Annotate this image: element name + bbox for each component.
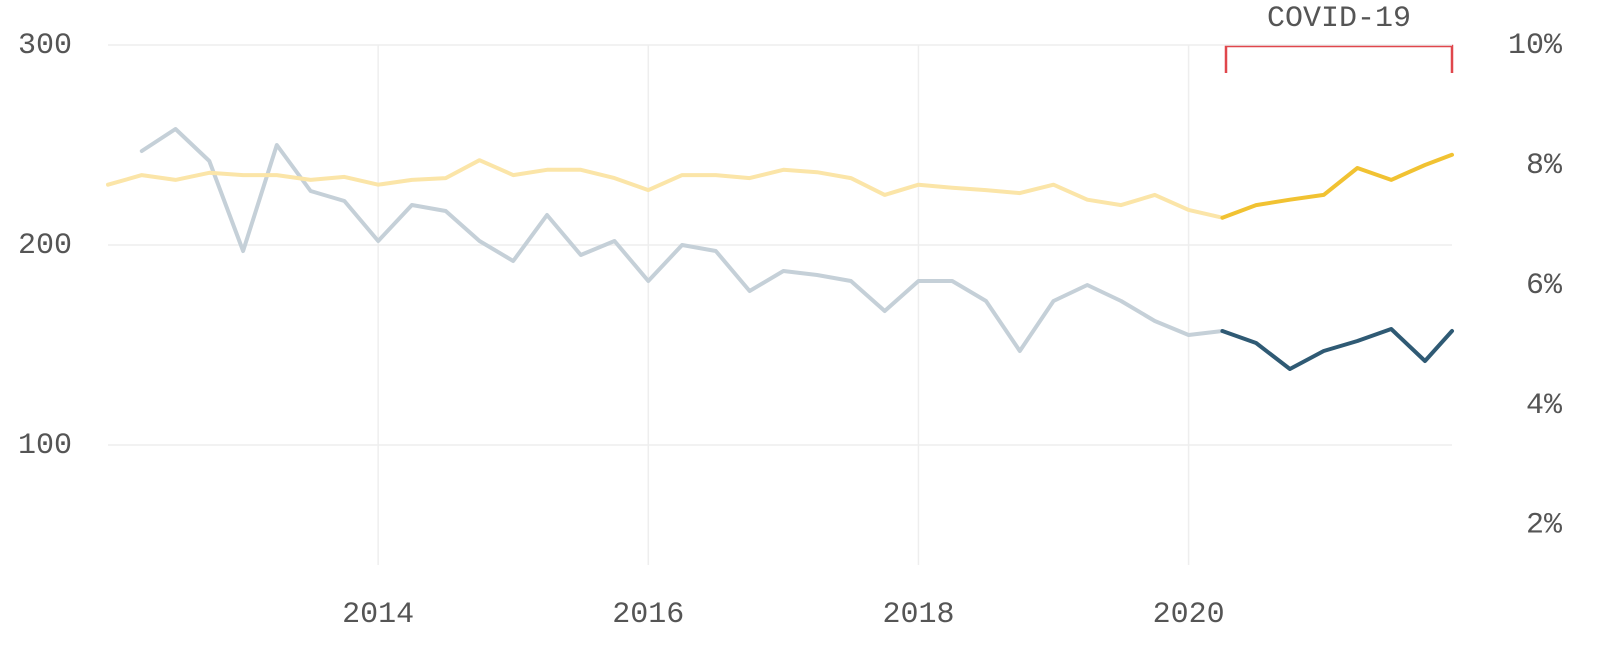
y-tick-label: 100 <box>18 429 72 463</box>
x-tick-label: 2018 <box>882 598 954 632</box>
series-line <box>1220 152 1454 220</box>
y2-tick-label: 6% <box>1526 269 1563 303</box>
x-tick-label: 2016 <box>612 598 684 632</box>
series-line <box>1220 327 1454 371</box>
y2-tick-label: 10% <box>1508 29 1563 63</box>
y-tick-label: 200 <box>18 229 72 263</box>
x-tick-label: 2014 <box>342 598 414 632</box>
y2-tick-label: 2% <box>1526 509 1563 543</box>
series-line <box>106 158 1225 220</box>
annotation: COVID-19 <box>1267 2 1411 36</box>
covid-bracket <box>1224 44 1454 73</box>
x-tick-label: 2020 <box>1153 598 1225 632</box>
series-line <box>139 127 1225 353</box>
y2-tick-label: 8% <box>1526 149 1563 183</box>
y2-tick-label: 4% <box>1526 389 1563 423</box>
y-tick-label: 300 <box>18 29 72 63</box>
